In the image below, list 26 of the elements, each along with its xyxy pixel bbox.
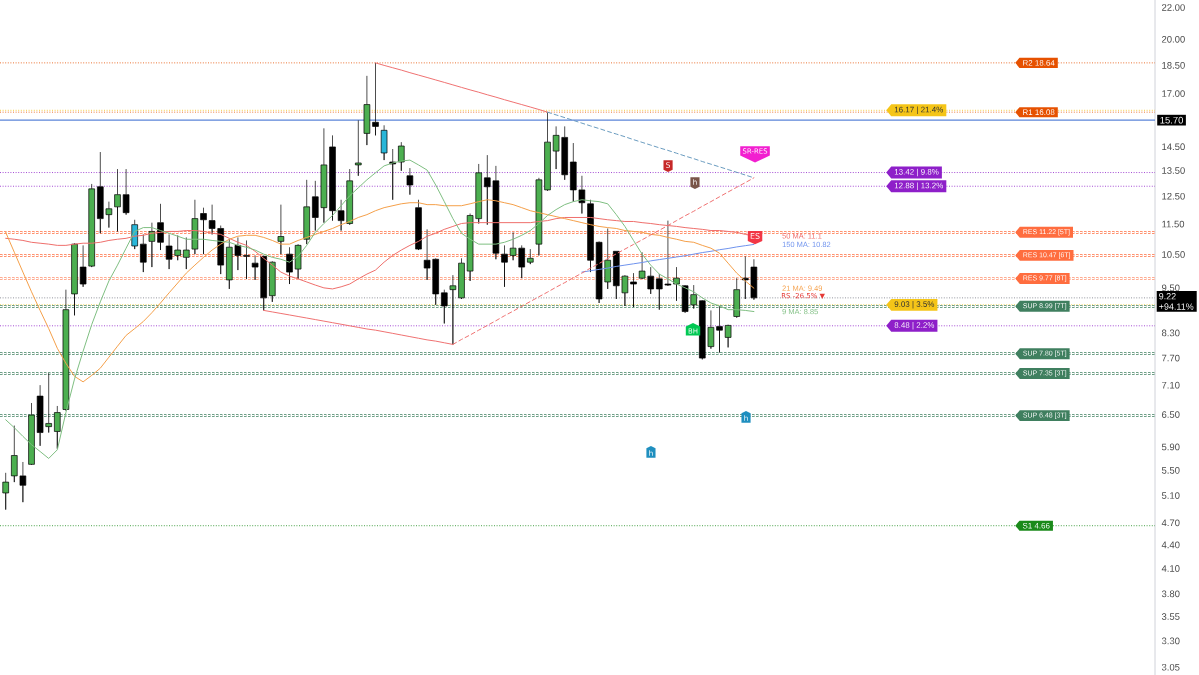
y-tick-label: 18.50 (1162, 62, 1185, 69)
y-tick-label: 9.50 (1161, 284, 1180, 292)
ref-line-label: 15.70 (1160, 116, 1184, 124)
y-tick-label: 4.70 (1161, 519, 1180, 527)
y-tick-label: 5.50 (1161, 467, 1180, 474)
y-tick-label: 7.10 (1162, 381, 1180, 389)
y-tick-label: 20.00 (1162, 35, 1185, 43)
ref-line-label: 9.22 +94.11% (1159, 293, 1194, 310)
y-tick-label: 11.50 (1162, 220, 1185, 228)
y-tick-label: 12.50 (1162, 192, 1185, 200)
y-tick-label: 5.90 (1161, 443, 1180, 451)
y-tick-label: 5.10 (1161, 492, 1180, 499)
y-tick-label: 3.05 (1161, 663, 1180, 671)
y-tick-label: 3.80 (1161, 590, 1180, 598)
y-tick-label: 10.50 (1162, 251, 1185, 258)
y-tick-label: 14.50 (1162, 143, 1185, 151)
y-tick-label: 8.30 (1161, 329, 1180, 337)
y-tick-label: 13.50 (1162, 167, 1185, 174)
y-tick-label: 4.10 (1161, 565, 1180, 572)
y-tick-label: 4.40 (1161, 541, 1180, 549)
y-tick-label: 6.50 (1162, 411, 1180, 418)
y-tick-label: 17.00 (1162, 90, 1185, 97)
y-tick-label: 3.55 (1161, 613, 1180, 620)
y-tick-label: 7.70 (1162, 354, 1180, 362)
y-tick-label: 3.30 (1161, 637, 1180, 645)
y-tick-label: 22.00 (1162, 4, 1185, 11)
